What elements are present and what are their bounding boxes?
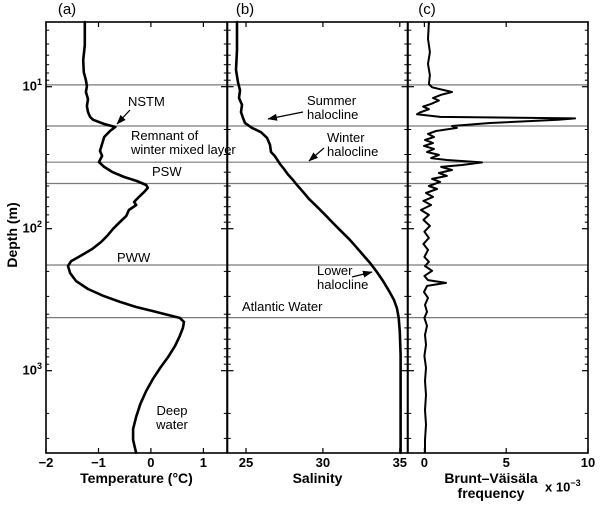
- annotation-winter-halocline: Winter halocline: [327, 131, 378, 159]
- x-tick-label-a: −1: [91, 455, 106, 470]
- x-tick-label-c: 0: [421, 455, 428, 470]
- x-tick-label-a: 1: [200, 455, 207, 470]
- brunt_vaisala_frequency_x1e-3_vs_depth_m-curve: [416, 21, 577, 454]
- annotation-winter-halocline-line1: Winter: [327, 130, 365, 145]
- x-axis-label-brunt-vaisala-line2: frequency: [457, 485, 525, 501]
- annotation-arrow-lower-halocline: [351, 270, 373, 278]
- x-tick-label-c: 5: [503, 455, 510, 470]
- annotation-nstm-line1: NSTM: [128, 94, 165, 109]
- annotation-summer-halocline-line2: halocline: [307, 107, 359, 122]
- panel-letter-a: (a): [57, 1, 77, 18]
- x-tick-label-b-text: 35: [392, 455, 408, 470]
- y-tick-label-10e2: 102: [10, 219, 42, 235]
- multiplier-exponent: −3: [570, 478, 581, 488]
- panel-letter-c: (c): [418, 1, 436, 18]
- salinity_profile_vs_depth_m-curve: [234, 20, 402, 455]
- annotation-deep-water-line1: Deep: [156, 403, 188, 418]
- x-tick-label-a: 0: [147, 455, 154, 470]
- annotation-remnant-winter-mixed-layer-line1: Remnant of: [131, 128, 199, 143]
- annotation-psw-line1: PSW: [152, 164, 182, 179]
- annotation-atlantic-water-line1: Atlantic Water: [242, 299, 323, 314]
- x-tick-label-c-text: 0: [420, 455, 429, 470]
- y-tick-label-10e1: 101: [10, 77, 42, 93]
- x-axis-label-brunt-vaisala-line1: Brunt–Väisäla: [444, 470, 538, 486]
- x-tick-label-c-text: 5: [502, 455, 510, 470]
- annotation-lower-halocline-line2: halocline: [317, 277, 369, 292]
- annotation-atlantic-water: Atlantic Water: [242, 300, 322, 314]
- y-tick-label-10e3-text: 3: [36, 361, 42, 371]
- panel-c-axes-box: [407, 21, 589, 454]
- y-tick-label-10e3: 103: [10, 361, 42, 377]
- x-axis-label-temperature: Temperature (°C): [80, 470, 193, 486]
- annotation-lower-halocline-line1: Lower: [317, 263, 353, 278]
- annotation-summer-halocline: Summer halocline: [307, 94, 358, 122]
- panel-letter-b: (b): [235, 1, 255, 18]
- annotation-nstm: NSTM: [128, 95, 165, 109]
- x-tick-label-a-text: −1: [91, 455, 106, 470]
- x-tick-label-b-text: 30: [315, 455, 331, 470]
- y-tick-label-10e1-text: 10: [22, 78, 37, 94]
- x-tick-label-a: −2: [39, 455, 54, 470]
- panel-a-axes-box: [45, 21, 228, 454]
- x-tick-label-b: 35: [393, 455, 407, 470]
- panel-b-axes-box: [226, 21, 409, 454]
- annotation-psw: PSW: [152, 165, 182, 179]
- x-tick-label-a-text: −2: [38, 455, 54, 470]
- x-tick-label-a-text: 1: [199, 455, 208, 470]
- y-tick-label-10e2-text: 2: [36, 219, 42, 229]
- x-tick-label-b-text: 25: [238, 455, 254, 470]
- temperature_profile_degC_vs_depth_m-curve: [66, 20, 186, 455]
- annotation-arrow-summer-halocline: [267, 111, 304, 121]
- annotation-lower-halocline: Lower halocline: [317, 264, 368, 292]
- annotation-arrow-nstm: [116, 109, 131, 125]
- annotation-summer-halocline-line1: Summer: [307, 93, 357, 108]
- x-axis-label-salinity: Salinity: [292, 470, 343, 486]
- annotation-pww: PWW: [117, 251, 150, 265]
- x-tick-label-a-text: 0: [147, 455, 155, 470]
- y-tick-label-10e1-text: 1: [36, 77, 42, 87]
- annotation-remnant-winter-mixed-layer: Remnant of winter mixed layer: [131, 129, 236, 157]
- x-tick-label-c-text: 10: [580, 455, 596, 470]
- annotation-winter-halocline-line2: halocline: [327, 144, 379, 159]
- annotation-deep-water-line2: water: [156, 417, 188, 432]
- annotation-arrow-winter-halocline: [308, 147, 325, 162]
- x-tick-label-b: 30: [316, 455, 330, 470]
- y-tick-label-10e3-text: 10: [22, 362, 37, 378]
- y-tick-label-10e2-text: 10: [22, 220, 37, 236]
- annotation-deep-water: Deep water: [156, 404, 188, 432]
- x-tick-label-b: 25: [239, 455, 253, 470]
- x-axis-multiplier: x 10−3: [545, 478, 581, 494]
- multiplier-base: x 10: [545, 479, 571, 495]
- annotation-pww-line1: PWW: [117, 250, 151, 265]
- annotation-remnant-winter-mixed-layer-line2: winter mixed layer: [131, 142, 236, 157]
- x-tick-label-c: 10: [581, 455, 595, 470]
